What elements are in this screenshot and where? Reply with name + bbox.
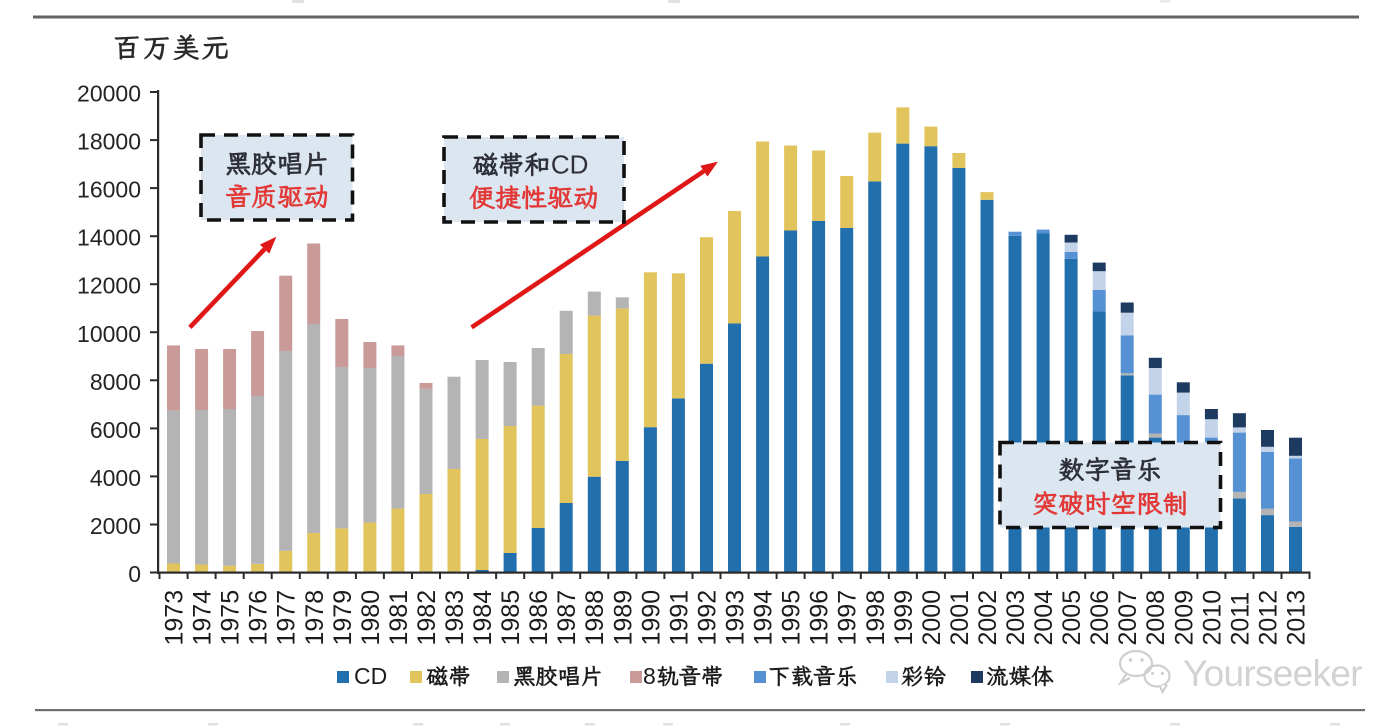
svg-text:2011: 2011	[1226, 592, 1254, 646]
svg-text:1974: 1974	[189, 590, 217, 646]
svg-text:1982: 1982	[413, 590, 441, 646]
svg-text:2000: 2000	[90, 513, 141, 539]
svg-text:2001: 2001	[946, 590, 974, 646]
svg-text:Yourseeker: Yourseeker	[1183, 653, 1362, 694]
svg-text:2007: 2007	[1114, 590, 1142, 646]
svg-text:CD: CD	[354, 663, 387, 689]
svg-text:10000: 10000	[77, 321, 141, 347]
svg-text:2002: 2002	[974, 590, 1002, 646]
svg-text:1983: 1983	[441, 590, 469, 646]
svg-text:2000: 2000	[918, 590, 946, 646]
svg-text:1989: 1989	[609, 590, 637, 646]
svg-text:2008: 2008	[1142, 590, 1170, 646]
svg-text:1979: 1979	[329, 590, 357, 646]
svg-text:1995: 1995	[778, 590, 806, 646]
svg-text:1988: 1988	[581, 590, 609, 646]
svg-text:1986: 1986	[525, 590, 553, 646]
svg-text:1993: 1993	[722, 590, 750, 646]
svg-text:6000: 6000	[90, 417, 141, 443]
svg-text:1976: 1976	[245, 590, 273, 646]
svg-text:0: 0	[128, 561, 141, 587]
svg-text:1975: 1975	[217, 590, 245, 646]
svg-text:2005: 2005	[1058, 590, 1086, 646]
svg-text:2009: 2009	[1170, 590, 1198, 646]
svg-text:14000: 14000	[77, 225, 141, 251]
svg-text:1997: 1997	[834, 590, 862, 646]
svg-text:8000: 8000	[90, 369, 141, 395]
svg-text:4000: 4000	[90, 465, 141, 491]
svg-text:1999: 1999	[890, 590, 918, 646]
svg-text:12000: 12000	[77, 273, 141, 299]
svg-text:1991: 1991	[665, 590, 693, 646]
svg-text:2010: 2010	[1198, 590, 1226, 646]
svg-text:1987: 1987	[553, 590, 581, 646]
svg-text:CD: CD	[551, 150, 589, 180]
svg-text:1977: 1977	[273, 590, 301, 646]
svg-text:1994: 1994	[750, 590, 778, 646]
svg-text:1980: 1980	[357, 590, 385, 646]
svg-text:1998: 1998	[862, 590, 890, 646]
svg-text:1985: 1985	[497, 590, 525, 646]
svg-text:8: 8	[643, 663, 656, 689]
svg-text:2012: 2012	[1255, 590, 1283, 646]
svg-text:2013: 2013	[1283, 590, 1311, 646]
svg-text:1992: 1992	[694, 590, 722, 646]
svg-text:1978: 1978	[301, 590, 329, 646]
svg-text:1996: 1996	[806, 590, 834, 646]
svg-text:1973: 1973	[161, 590, 189, 646]
svg-text:20000: 20000	[77, 81, 141, 107]
svg-text:2003: 2003	[1002, 590, 1030, 646]
svg-text:18000: 18000	[77, 129, 141, 155]
svg-text:2006: 2006	[1086, 590, 1114, 646]
svg-text:1981: 1981	[385, 590, 413, 646]
svg-text:1990: 1990	[637, 590, 665, 646]
svg-text:1984: 1984	[469, 590, 497, 646]
svg-text:2004: 2004	[1030, 590, 1058, 646]
svg-text:16000: 16000	[77, 177, 141, 203]
